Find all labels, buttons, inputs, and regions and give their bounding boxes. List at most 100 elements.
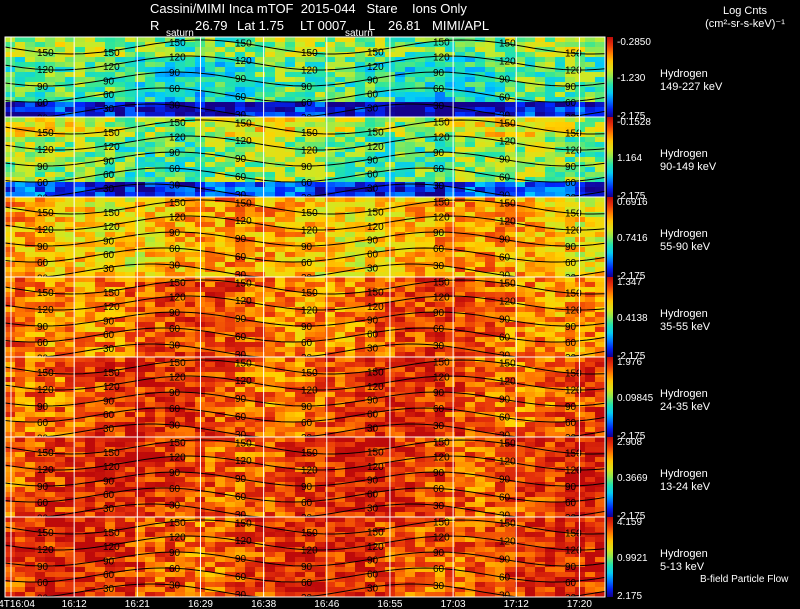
heatmap-cell xyxy=(105,407,116,413)
heatmap-cell xyxy=(245,127,256,133)
contour-label: 60 xyxy=(103,90,115,101)
contour-label: 90 xyxy=(499,155,511,166)
heatmap-cell xyxy=(535,132,546,138)
heatmap-cell xyxy=(75,407,86,413)
heatmap-cell xyxy=(415,152,426,158)
heatmap-cell xyxy=(155,422,166,428)
heatmap-cell xyxy=(455,67,466,73)
heatmap-cell xyxy=(65,77,76,83)
heatmap-cell xyxy=(135,52,146,58)
heatmap-cell xyxy=(365,167,376,173)
heatmap-cell xyxy=(105,122,116,128)
heatmap-cell xyxy=(545,387,556,393)
heatmap-cell xyxy=(515,217,526,223)
heatmap-cell xyxy=(355,377,366,383)
heatmap-cell xyxy=(95,167,106,173)
heatmap-cell xyxy=(585,167,596,173)
panel-energy: 90-149 keV xyxy=(660,161,717,173)
heatmap-cell xyxy=(535,187,546,193)
heatmap-cell xyxy=(185,287,196,293)
heatmap-cell xyxy=(415,397,426,403)
heatmap-cell xyxy=(225,122,236,128)
heatmap-cell xyxy=(175,407,186,413)
heatmap-cell xyxy=(165,387,176,393)
heatmap-cell xyxy=(95,342,106,348)
heatmap-cell xyxy=(415,177,426,183)
heatmap-cell xyxy=(495,117,506,123)
heatmap-cell xyxy=(25,67,36,73)
heatmap-cell xyxy=(345,287,356,293)
heatmap-cell xyxy=(245,357,256,363)
heatmap-cell xyxy=(215,422,226,428)
heatmap-cell xyxy=(335,107,346,113)
heatmap-cell xyxy=(435,237,446,243)
heatmap-cell xyxy=(425,112,436,118)
heatmap-cell xyxy=(215,202,226,208)
heatmap-cell xyxy=(25,427,36,433)
heatmap-cell xyxy=(545,132,556,138)
heatmap-cell xyxy=(155,67,166,73)
heatmap-cell xyxy=(65,282,76,288)
contour-label: 150 xyxy=(235,278,252,289)
contour-label: 120 xyxy=(235,56,252,67)
heatmap-cell xyxy=(145,127,156,133)
heatmap-cell xyxy=(405,222,416,228)
heatmap-cell xyxy=(225,347,236,353)
heatmap-cell xyxy=(275,202,286,208)
contour-label: 150 xyxy=(499,279,516,290)
heatmap-cell xyxy=(265,257,276,263)
heatmap-cell xyxy=(65,172,76,178)
heatmap-cell xyxy=(65,372,76,378)
heatmap-cell xyxy=(565,272,576,278)
heatmap-cell xyxy=(285,192,296,198)
heatmap-cell xyxy=(65,217,76,223)
heatmap-cell xyxy=(405,187,416,193)
heatmap-cell xyxy=(365,177,376,183)
heatmap-cell xyxy=(535,107,546,113)
heatmap-cell xyxy=(45,427,56,433)
heatmap-cell xyxy=(585,267,596,273)
heatmap-cell xyxy=(25,212,36,218)
heatmap-cell xyxy=(215,42,226,48)
heatmap-cell xyxy=(235,87,246,93)
heatmap-cell xyxy=(455,202,466,208)
heatmap-cell xyxy=(155,332,166,338)
heatmap-cell xyxy=(45,162,56,168)
heatmap-cell xyxy=(45,392,56,398)
heatmap-cell xyxy=(495,412,506,418)
heatmap-cell xyxy=(55,367,66,373)
heatmap-cell xyxy=(75,252,86,258)
heatmap-cell xyxy=(295,222,306,228)
heatmap-cell xyxy=(165,347,176,353)
heatmap-cell xyxy=(305,377,316,383)
heatmap-cell xyxy=(5,102,16,108)
heatmap-cell xyxy=(415,47,426,53)
heatmap-cell xyxy=(145,297,156,303)
heatmap-cell xyxy=(155,137,166,143)
heatmap-cell xyxy=(105,367,116,373)
heatmap-cell xyxy=(525,427,536,433)
heatmap-cell xyxy=(225,412,236,418)
heatmap-cell xyxy=(315,82,326,88)
heatmap-cell xyxy=(105,282,116,288)
heatmap-cell xyxy=(325,197,336,203)
heatmap-cell xyxy=(425,42,436,48)
contour-label: 120 xyxy=(235,216,252,227)
heatmap-cell xyxy=(295,112,306,118)
heatmap-cell xyxy=(555,312,566,318)
heatmap-cell xyxy=(25,47,36,53)
heatmap-cell xyxy=(525,267,536,273)
heatmap-cell xyxy=(365,47,376,53)
heatmap-cell xyxy=(185,367,196,373)
heatmap-cell xyxy=(365,197,376,203)
heatmap-cell xyxy=(15,177,26,183)
heatmap-cell xyxy=(205,322,216,328)
heatmap-cell xyxy=(485,407,496,413)
heatmap-cell xyxy=(395,362,406,368)
heatmap-cell xyxy=(525,322,536,328)
heatmap-cell xyxy=(455,152,466,158)
heatmap-cell xyxy=(15,187,26,193)
heatmap-cell xyxy=(245,372,256,378)
heatmap-cell xyxy=(585,192,596,198)
heatmap-cell xyxy=(455,337,466,343)
